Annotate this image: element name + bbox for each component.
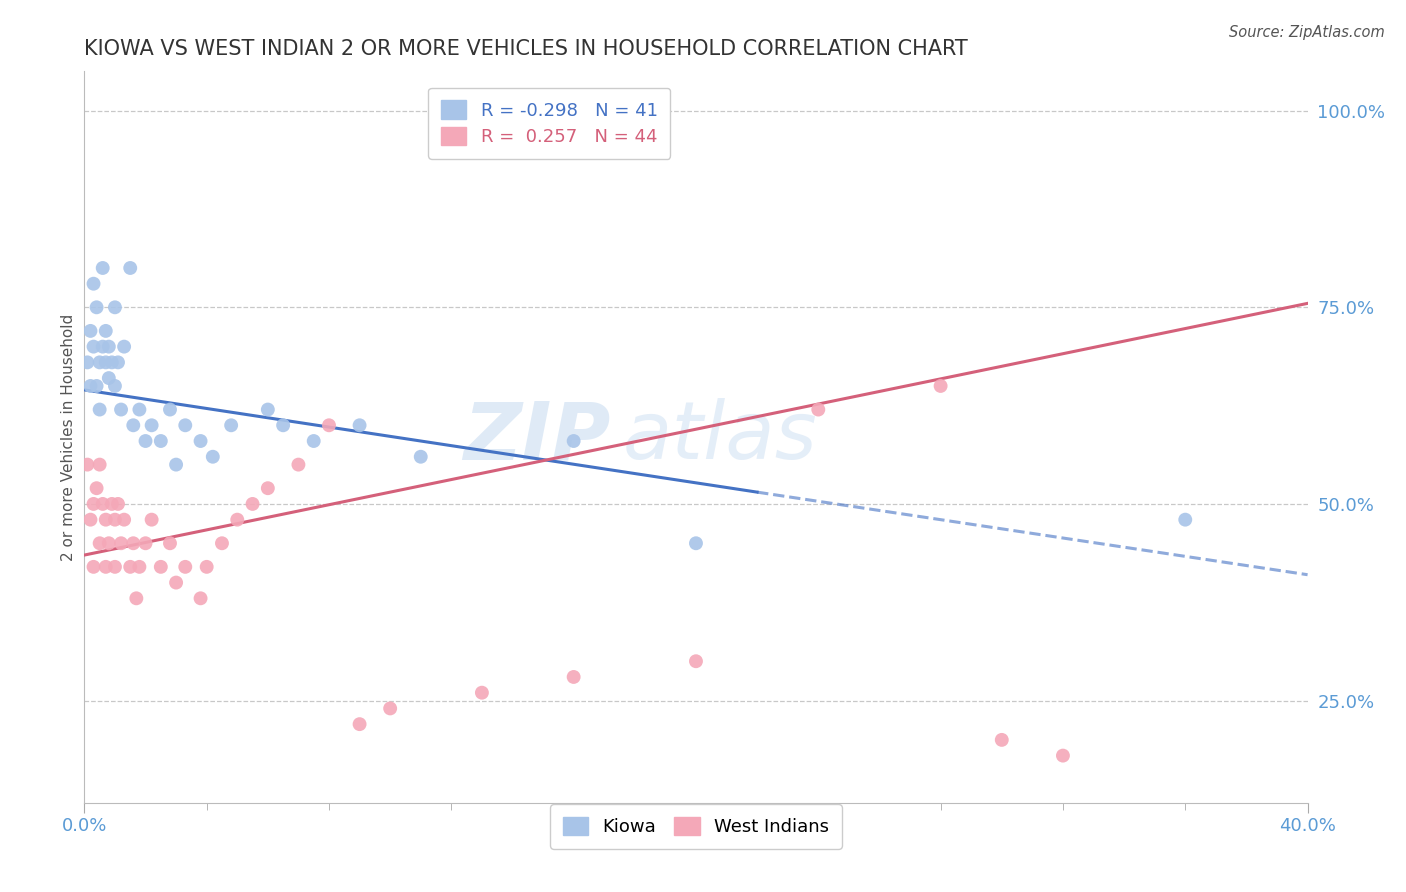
Point [94,324,117,338]
Point [89,402,111,417]
Point [83,277,105,291]
Point [685,536,707,550]
Point [141,418,163,433]
Point [257,481,280,495]
Point [112,513,135,527]
Text: ZIP: ZIP [463,398,610,476]
Point [79,513,101,527]
Point [91,340,114,354]
Point [83,497,105,511]
Point [349,418,371,433]
Point [110,536,132,550]
Point [97,536,120,550]
Point [107,355,129,369]
Point [89,355,111,369]
Point [91,497,114,511]
Point [562,434,585,448]
Point [79,324,101,338]
Point [991,732,1014,747]
Point [174,559,197,574]
Point [86,379,108,393]
Point [101,497,124,511]
Point [174,418,197,433]
Point [219,418,242,433]
Point [159,536,181,550]
Point [91,260,114,275]
Point [287,458,309,472]
Text: atlas: atlas [623,398,817,476]
Point [195,559,218,574]
Point [120,559,142,574]
Point [471,686,494,700]
Point [302,434,325,448]
Point [104,379,127,393]
Point [135,536,157,550]
Point [122,536,145,550]
Point [201,450,224,464]
Point [86,301,108,315]
Point [349,717,371,731]
Point [409,450,432,464]
Point [86,481,108,495]
Point [141,513,163,527]
Point [318,418,340,433]
Point [104,513,127,527]
Point [110,402,132,417]
Point [1174,513,1197,527]
Point [94,559,117,574]
Y-axis label: 2 or more Vehicles in Household: 2 or more Vehicles in Household [60,313,76,561]
Point [122,418,145,433]
Point [83,340,105,354]
Point [97,340,120,354]
Point [149,559,172,574]
Point [165,575,187,590]
Point [107,497,129,511]
Point [226,513,249,527]
Point [257,402,280,417]
Point [89,458,111,472]
Point [128,559,150,574]
Point [94,513,117,527]
Point [76,458,98,472]
Point [190,434,212,448]
Point [271,418,294,433]
Point [112,340,135,354]
Point [380,701,402,715]
Point [149,434,172,448]
Point [120,260,142,275]
Point [128,402,150,417]
Point [104,301,127,315]
Legend: Kiowa, West Indians: Kiowa, West Indians [550,804,842,848]
Point [807,402,830,417]
Point [94,355,117,369]
Point [79,379,101,393]
Point [97,371,120,385]
Point [685,654,707,668]
Point [125,591,148,606]
Point [101,355,124,369]
Text: KIOWA VS WEST INDIAN 2 OR MORE VEHICLES IN HOUSEHOLD CORRELATION CHART: KIOWA VS WEST INDIAN 2 OR MORE VEHICLES … [84,38,969,59]
Point [929,379,952,393]
Point [165,458,187,472]
Point [104,559,127,574]
Point [190,591,212,606]
Point [135,434,157,448]
Point [242,497,264,511]
Point [89,536,111,550]
Point [159,402,181,417]
Point [562,670,585,684]
Point [83,559,105,574]
Point [1052,748,1074,763]
Text: Source: ZipAtlas.com: Source: ZipAtlas.com [1229,25,1385,40]
Point [211,536,233,550]
Point [76,355,98,369]
